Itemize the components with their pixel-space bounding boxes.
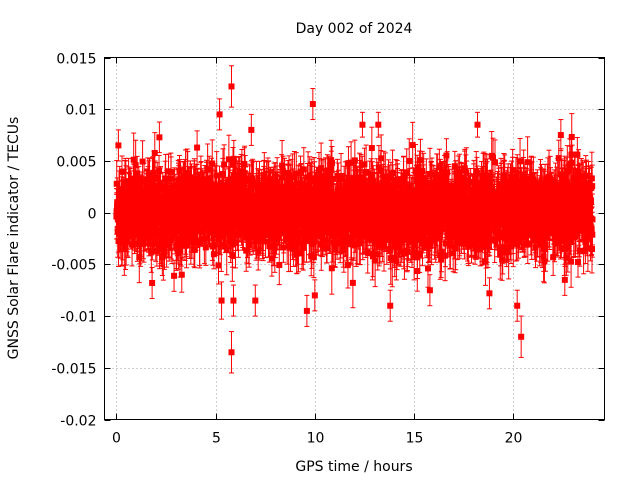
data-marker bbox=[156, 134, 162, 140]
data-point bbox=[276, 245, 282, 284]
data-marker bbox=[171, 273, 177, 279]
data-marker bbox=[220, 171, 226, 177]
data-marker bbox=[276, 262, 282, 268]
data-marker bbox=[194, 145, 200, 151]
data-series bbox=[113, 66, 595, 373]
data-marker bbox=[133, 162, 139, 168]
data-point bbox=[156, 122, 162, 153]
data-point bbox=[194, 131, 200, 164]
data-marker bbox=[224, 247, 230, 253]
data-marker bbox=[156, 168, 162, 174]
data-marker bbox=[203, 244, 209, 250]
data-marker bbox=[140, 159, 146, 165]
data-marker bbox=[179, 272, 185, 278]
